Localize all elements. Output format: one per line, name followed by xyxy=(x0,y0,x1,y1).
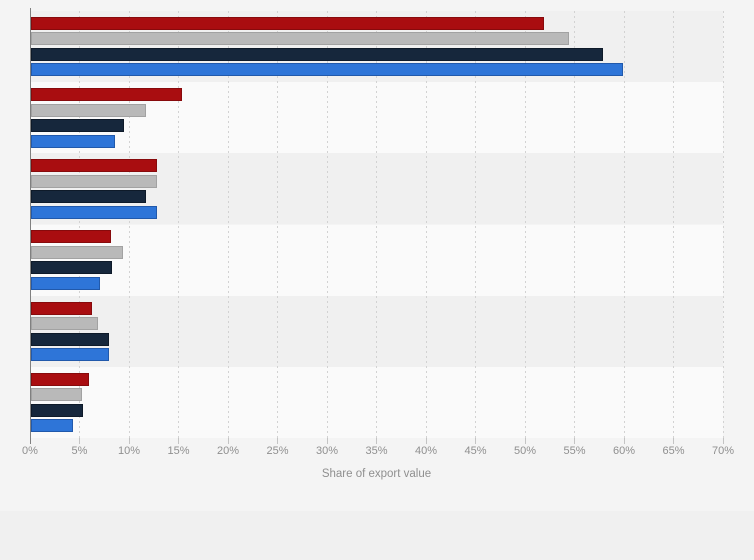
gridline xyxy=(475,11,476,438)
gridline xyxy=(376,11,377,438)
bar-red-group-5[interactable] xyxy=(31,301,93,315)
x-axis-tick xyxy=(475,438,476,444)
x-tick-label: 30% xyxy=(315,445,339,457)
bar-blue-group-6[interactable] xyxy=(31,419,73,433)
gridline xyxy=(79,11,80,438)
gridline xyxy=(277,11,278,438)
bar-gray-group-4[interactable] xyxy=(31,245,124,259)
bar-dark-blue-group-6[interactable] xyxy=(31,403,84,417)
gridline xyxy=(326,11,328,438)
x-tick-label: 50% xyxy=(513,445,537,457)
x-axis-tick xyxy=(277,438,278,444)
x-axis-tick xyxy=(623,438,625,444)
x-axis-tick xyxy=(227,438,229,444)
bar-blue-group-1[interactable] xyxy=(31,63,624,77)
x-axis-tick xyxy=(178,438,179,444)
bar-blue-group-4[interactable] xyxy=(31,276,101,290)
x-tick-label: 45% xyxy=(464,445,487,457)
x-axis-tick xyxy=(79,438,80,444)
x-tick-label: 10% xyxy=(117,445,141,457)
gridline xyxy=(227,11,229,438)
gridline xyxy=(128,11,130,438)
x-axis-tick xyxy=(722,438,724,444)
bar-blue-group-5[interactable] xyxy=(31,348,110,361)
x-axis-tick xyxy=(128,438,130,444)
gridline xyxy=(623,11,625,438)
x-tick-label: 15% xyxy=(167,445,190,457)
x-axis-tick xyxy=(673,438,674,444)
bar-gray-group-1[interactable] xyxy=(31,32,569,46)
bar-gray-group-3[interactable] xyxy=(31,174,157,188)
x-axis-tick xyxy=(326,438,328,444)
bar-gray-group-2[interactable] xyxy=(31,103,146,117)
x-tick-label: 5% xyxy=(71,445,88,457)
gridline xyxy=(574,11,575,438)
x-tick-label: 60% xyxy=(612,445,636,457)
gridline xyxy=(178,11,179,438)
x-tick-label: 35% xyxy=(365,445,388,457)
gridline xyxy=(425,11,427,438)
x-tick-label: 65% xyxy=(662,445,685,457)
x-axis-tick xyxy=(425,438,427,444)
bar-blue-group-3[interactable] xyxy=(31,205,157,219)
plot-area xyxy=(29,8,724,444)
x-axis-tick xyxy=(574,438,575,444)
bar-dark-blue-group-2[interactable] xyxy=(31,119,125,132)
x-tick-label: 0% xyxy=(22,445,38,457)
x-tick-label: 70% xyxy=(711,445,735,457)
x-tick-label: 40% xyxy=(414,445,438,457)
bar-red-group-2[interactable] xyxy=(31,88,183,101)
bar-dark-blue-group-4[interactable] xyxy=(31,261,113,275)
x-axis-title: Share of export value xyxy=(321,468,432,480)
x-axis-tick xyxy=(376,438,377,444)
chart-canvas: 0% 5% 10% 15% 20% 25% 30% 35% 40% 45% 50% 55% 60% 65%… xyxy=(22,8,735,480)
bar-gray-group-6[interactable] xyxy=(31,388,83,402)
bar-red-group-6[interactable] xyxy=(31,372,90,386)
gridline xyxy=(722,11,724,438)
bar-blue-group-2[interactable] xyxy=(31,134,116,148)
x-tick-label: 55% xyxy=(563,445,586,457)
x-axis-tick xyxy=(524,438,526,444)
bar-red-group-3[interactable] xyxy=(31,159,157,173)
gridline xyxy=(524,11,526,438)
bar-dark-blue-group-5[interactable] xyxy=(31,332,110,346)
bar-gray-group-5[interactable] xyxy=(31,317,99,330)
bar-red-group-1[interactable] xyxy=(31,16,544,30)
bar-red-group-4[interactable] xyxy=(31,230,112,244)
bar-dark-blue-group-3[interactable] xyxy=(31,190,146,204)
x-tick-label: 20% xyxy=(216,445,240,457)
gridline xyxy=(673,11,674,438)
x-tick-label: 25% xyxy=(266,445,289,457)
bar-dark-blue-group-1[interactable] xyxy=(31,47,604,61)
y-axis-line xyxy=(30,8,31,444)
